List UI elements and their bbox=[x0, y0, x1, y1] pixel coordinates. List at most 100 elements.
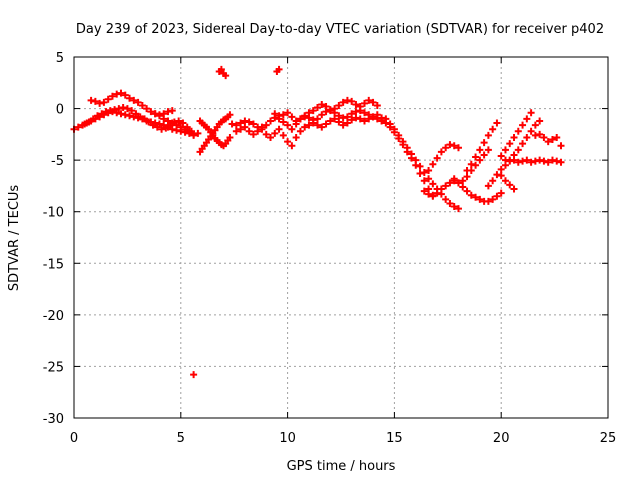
data-point bbox=[463, 173, 471, 181]
data-point bbox=[536, 117, 544, 125]
data-point bbox=[85, 118, 93, 126]
data-point bbox=[386, 123, 394, 131]
data-point bbox=[484, 146, 492, 154]
data-point bbox=[497, 189, 505, 197]
data-point bbox=[335, 112, 343, 120]
data-point bbox=[237, 125, 245, 133]
data-point bbox=[249, 130, 257, 138]
data-point bbox=[493, 171, 501, 179]
data-point bbox=[190, 371, 198, 379]
data-point bbox=[352, 114, 360, 122]
y-tick-label: -10 bbox=[43, 206, 64, 221]
data-point bbox=[510, 156, 518, 164]
data-point bbox=[514, 127, 522, 135]
data-point bbox=[343, 113, 351, 121]
data-point bbox=[489, 195, 497, 203]
data-point bbox=[420, 169, 428, 177]
data-point bbox=[284, 138, 292, 146]
data-point bbox=[382, 115, 390, 123]
data-point bbox=[126, 94, 134, 102]
data-point bbox=[459, 177, 467, 185]
data-point bbox=[87, 96, 95, 104]
data-point bbox=[309, 119, 317, 127]
data-point bbox=[284, 121, 292, 129]
data-point bbox=[489, 125, 497, 133]
data-point bbox=[540, 133, 548, 141]
data-point bbox=[296, 127, 304, 135]
data-point bbox=[472, 193, 480, 201]
data-point bbox=[352, 108, 360, 116]
data-point bbox=[267, 133, 275, 141]
data-point bbox=[288, 142, 296, 150]
series-rise-1 bbox=[463, 119, 501, 174]
data-point bbox=[536, 156, 544, 164]
data-point bbox=[331, 105, 339, 113]
data-point bbox=[348, 97, 356, 105]
data-point bbox=[476, 195, 484, 203]
data-point bbox=[501, 156, 509, 164]
data-point bbox=[553, 133, 561, 141]
data-point bbox=[527, 109, 535, 117]
series-flat-late bbox=[501, 156, 565, 166]
data-point bbox=[326, 117, 334, 125]
data-point bbox=[108, 92, 116, 100]
data-point bbox=[331, 115, 339, 123]
axis-ticks bbox=[73, 56, 609, 419]
data-point bbox=[177, 123, 185, 131]
y-tick-labels: 5 0 -5 -10 -15 -20 -25 -30 bbox=[43, 51, 64, 427]
data-point bbox=[399, 141, 407, 149]
series-arc-morning-x2 bbox=[196, 117, 234, 150]
data-point bbox=[437, 148, 445, 156]
data-point bbox=[348, 110, 356, 118]
data-point bbox=[228, 120, 236, 128]
data-point bbox=[275, 112, 283, 120]
y-tick-label: 0 bbox=[56, 103, 64, 118]
data-point bbox=[145, 118, 153, 126]
data-point bbox=[365, 96, 373, 104]
data-point bbox=[113, 90, 121, 98]
data-point bbox=[519, 140, 527, 148]
data-point bbox=[360, 117, 368, 125]
series-arc-2 bbox=[81, 104, 195, 135]
data-point bbox=[98, 110, 106, 118]
data-point bbox=[519, 157, 527, 165]
data-point bbox=[168, 119, 176, 127]
data-point bbox=[557, 142, 565, 150]
data-point bbox=[151, 110, 159, 118]
data-point bbox=[121, 91, 129, 99]
data-point bbox=[318, 111, 326, 119]
x-tick-label: 0 bbox=[70, 431, 78, 446]
data-point bbox=[245, 118, 253, 126]
data-point bbox=[147, 108, 155, 116]
data-point bbox=[510, 133, 518, 141]
data-point bbox=[194, 129, 202, 137]
data-point bbox=[335, 118, 343, 126]
data-point bbox=[102, 108, 110, 116]
data-point bbox=[322, 120, 330, 128]
data-point bbox=[514, 146, 522, 154]
data-point bbox=[314, 115, 322, 123]
chart-title: Day 239 of 2023, Sidereal Day-to-day VTE… bbox=[76, 22, 604, 37]
data-point bbox=[175, 117, 183, 125]
series-rise-2 bbox=[484, 117, 544, 190]
data-point bbox=[181, 125, 189, 133]
data-point bbox=[273, 67, 281, 75]
series-arc-1 bbox=[87, 89, 176, 119]
data-point bbox=[501, 177, 509, 185]
data-point bbox=[527, 158, 535, 166]
data-point bbox=[484, 197, 492, 205]
data-point bbox=[467, 191, 475, 199]
data-point bbox=[480, 139, 488, 147]
data-point bbox=[390, 128, 398, 136]
data-point bbox=[484, 131, 492, 139]
data-point bbox=[450, 175, 458, 183]
data-point bbox=[339, 114, 347, 122]
data-point bbox=[296, 115, 304, 123]
y-tick-label: -20 bbox=[43, 309, 64, 324]
data-point bbox=[519, 121, 527, 129]
data-point bbox=[164, 117, 172, 125]
data-point bbox=[497, 172, 505, 180]
series-arc-midday-3 bbox=[271, 96, 381, 125]
data-point bbox=[245, 127, 253, 135]
